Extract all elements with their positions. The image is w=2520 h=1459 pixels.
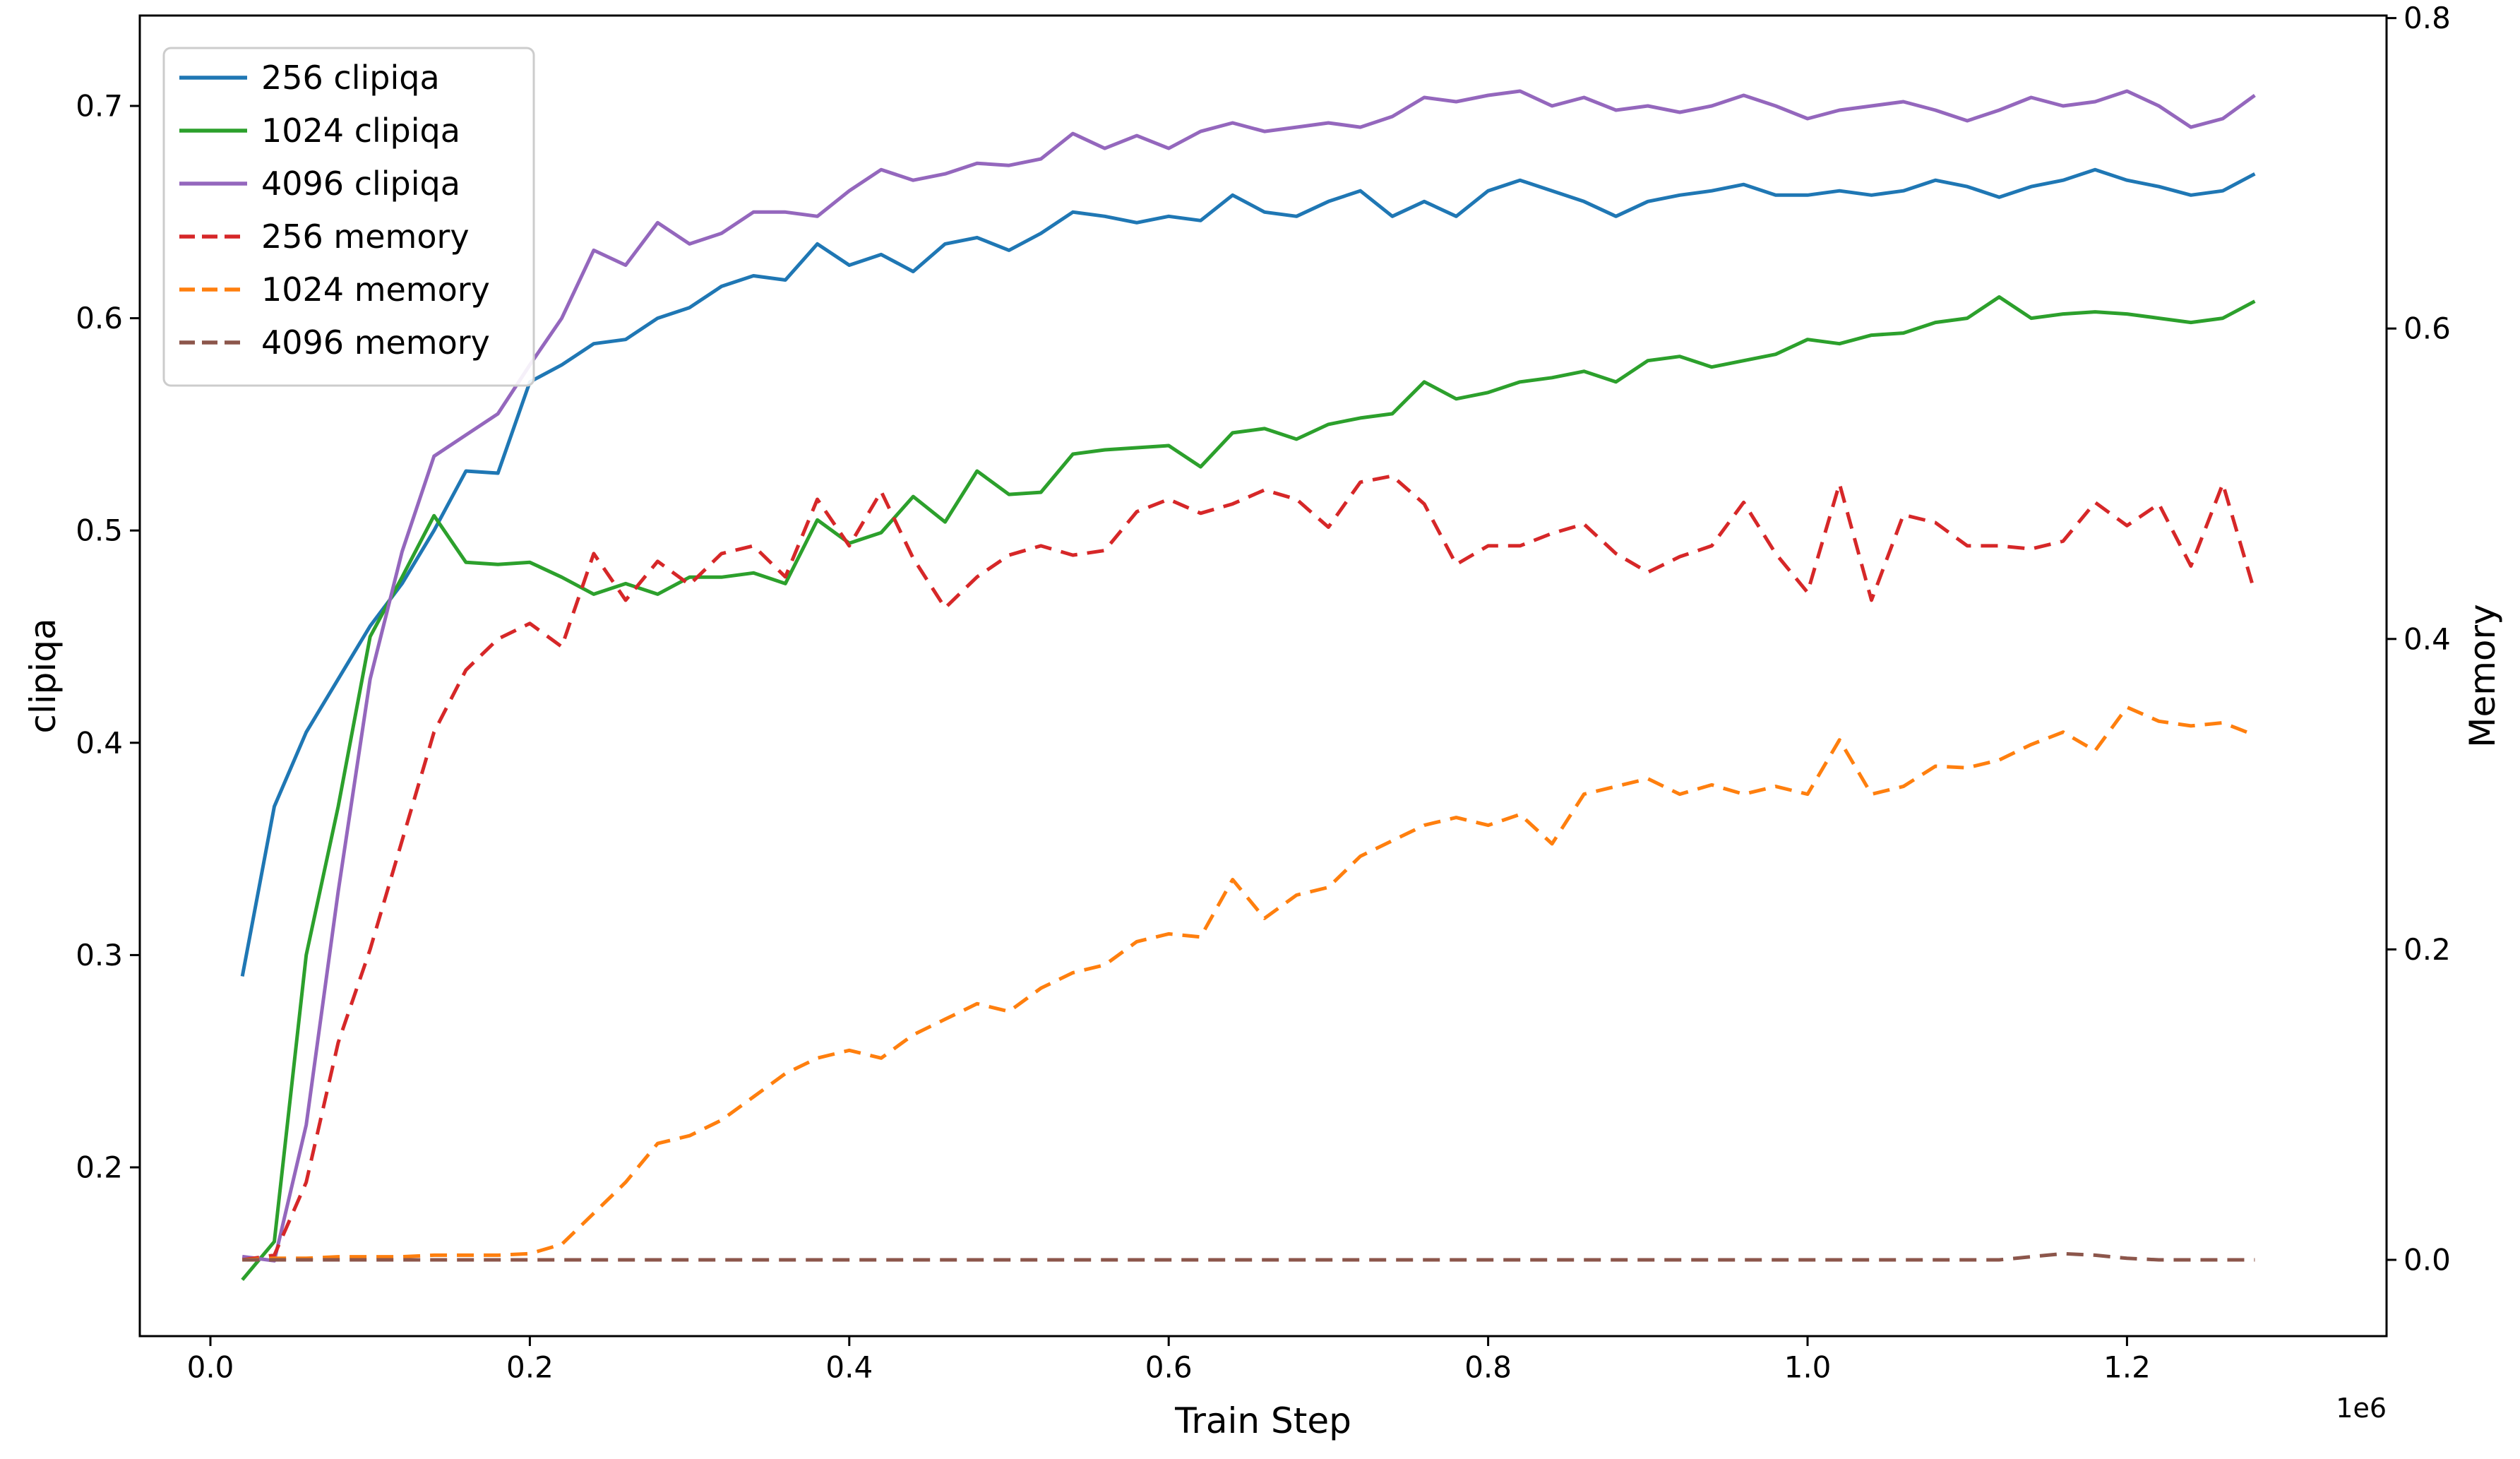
y-right-tick-label: 0.6 [2403, 311, 2451, 346]
series-line-1024-memory [242, 705, 2256, 1262]
series-line-1024-clipiqa [241, 295, 2256, 1281]
x-axis-label: Train Step [1174, 1400, 1351, 1441]
y-axis-label-left: clipiqa [23, 618, 64, 733]
y-right-tick-label: 0.0 [2403, 1243, 2451, 1278]
y-left-tick-label: 0.3 [76, 938, 123, 972]
legend: 256 clipiqa 1024 clipiqa 4096 clipiqa 256 m… [162, 47, 535, 387]
x-tick-label: 1.2 [2103, 1350, 2151, 1385]
y-left-tick-label: 0.5 [76, 513, 123, 548]
y-axis-label-right: Memory [2462, 604, 2503, 747]
legend-item-label: 4096 clipiqa [261, 165, 460, 203]
x-axis-offset-label: 1e6 [2336, 1393, 2387, 1424]
series-line-256-memory [241, 474, 2257, 1262]
x-tick-label: 0.6 [1145, 1350, 1193, 1385]
plot-area-border [138, 14, 2388, 1338]
series-line-256-clipiqa [240, 167, 2256, 977]
x-tick-label: 1.0 [1784, 1350, 1832, 1385]
x-tick-label: 0.8 [1464, 1350, 1512, 1385]
legend-item-label: 1024 clipiqa [261, 112, 460, 150]
series-layer [240, 89, 2257, 1281]
y-left-tick-label: 0.4 [76, 725, 123, 760]
y-left-tick-label: 0.6 [76, 301, 123, 335]
ticks-layer: 0.0 0.2 0.4 0.6 0.8 1.0 1.2 0.2 0.3 0.4 0.5 0.6 0.7 0… [76, 1, 2451, 1384]
x-tick-label: 0.4 [825, 1350, 873, 1385]
x-tick-label: 0.0 [187, 1350, 234, 1385]
y-right-tick-label: 0.8 [2403, 1, 2451, 35]
series-line-4096-clipiqa [241, 89, 2256, 1263]
legend-item-label: 4096 memory [261, 323, 490, 362]
y-right-tick-label: 0.4 [2403, 621, 2451, 656]
y-right-tick-label: 0.2 [2403, 932, 2451, 967]
legend-box [162, 47, 535, 387]
series-line-4096-memory [242, 1251, 2255, 1262]
x-tick-label: 0.2 [506, 1350, 554, 1385]
legend-item-label: 1024 memory [261, 270, 490, 309]
y-left-tick-label: 0.2 [76, 1150, 123, 1185]
legend-item-label: 256 clipiqa [261, 59, 440, 97]
y-left-tick-label: 0.7 [76, 89, 123, 124]
legend-item-label: 256 memory [261, 218, 470, 256]
